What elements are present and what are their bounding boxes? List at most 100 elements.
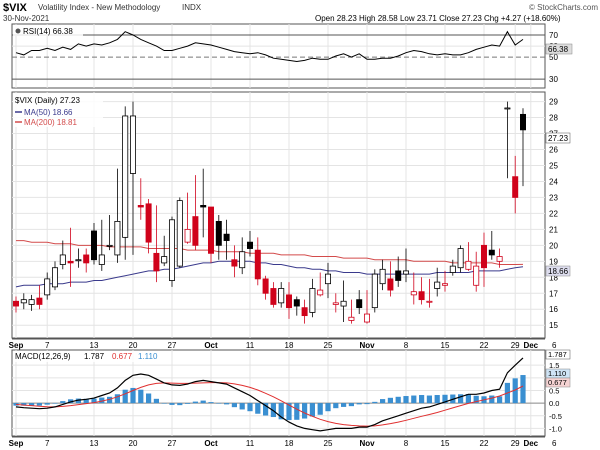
candle <box>83 248 90 273</box>
candle-body <box>67 260 74 264</box>
ohlc-readout: Open 28.23 High 28.58 Low 23.71 Close 27… <box>315 14 561 23</box>
candle <box>114 168 121 263</box>
histogram-bar <box>29 403 35 406</box>
x-tick-label: 18 <box>285 341 294 350</box>
x-tick-label: 11 <box>246 439 255 448</box>
candle <box>207 206 214 263</box>
rsi-tick-label: 70 <box>549 31 558 40</box>
candle <box>12 296 19 313</box>
candle <box>285 282 292 319</box>
candle <box>402 248 409 283</box>
x-tick-label: 8 <box>404 439 409 448</box>
candle-body <box>129 115 136 174</box>
price-tick-label: 22 <box>549 209 558 218</box>
histogram-bar <box>153 398 159 404</box>
histogram-bar <box>520 375 526 404</box>
x-tick-label: 6 <box>552 341 557 350</box>
candle <box>246 230 253 257</box>
candle <box>20 293 27 310</box>
x-tick-label: 15 <box>441 341 450 350</box>
histogram-bar <box>294 403 300 420</box>
macd-line <box>15 357 524 432</box>
rsi-tick-label: 30 <box>549 75 558 84</box>
histogram-bar <box>372 401 378 404</box>
macd-tick-label: -0.5 <box>549 412 562 421</box>
histogram-bar <box>185 403 191 404</box>
x-tick-label: 6 <box>552 439 557 448</box>
candle <box>168 216 175 287</box>
candle <box>293 296 300 316</box>
rsi-frame <box>11 23 546 89</box>
histogram-bar <box>216 403 222 404</box>
ma-last-value: 18.66 <box>548 267 569 276</box>
candle-body <box>59 254 66 265</box>
index-name: Volatility Index - New Methodology <box>38 3 160 12</box>
histogram-bar <box>200 400 206 404</box>
histogram-bar <box>473 395 479 404</box>
rsi-legend: RSI(14) 66.38 <box>23 27 73 36</box>
candle-body <box>488 249 495 256</box>
histogram-bar <box>130 387 136 404</box>
candle <box>480 232 487 287</box>
rsi-legend-bg <box>13 25 83 36</box>
candle <box>441 270 448 292</box>
signal-last-value-tag <box>545 377 571 388</box>
candle-body <box>122 115 129 238</box>
histogram-bar <box>239 403 245 410</box>
candle <box>262 275 269 300</box>
candle-body <box>98 254 105 265</box>
price-tick-label: 29 <box>549 98 558 107</box>
x-tick-label: 22 <box>480 341 489 350</box>
price-tick-label: 17 <box>549 289 558 298</box>
price-tick-label: 25 <box>549 161 558 170</box>
x-tick-label: 20 <box>129 341 138 350</box>
candle <box>309 278 316 318</box>
price-last-value-tag <box>545 132 571 144</box>
histogram-bar <box>333 403 339 409</box>
candle-body <box>395 270 402 281</box>
candle-body <box>371 273 378 309</box>
rsi-tick-label: 50 <box>549 53 558 62</box>
histogram-bar <box>36 403 42 406</box>
rsi-panel: 30506070 RSI(14) 66.38 66.38 <box>11 23 573 89</box>
candle-body <box>137 205 144 208</box>
candle-body <box>176 200 183 267</box>
candle <box>371 269 378 313</box>
macd-tick-label: 0.5 <box>549 386 559 395</box>
histogram-bar <box>419 395 425 404</box>
candle <box>153 205 160 283</box>
candle-body <box>363 313 370 323</box>
candle-body <box>246 241 253 249</box>
candle-body <box>293 299 300 307</box>
histogram-bar <box>83 398 89 404</box>
x-tick-label: 20 <box>129 439 138 448</box>
candle <box>239 237 246 275</box>
candle-body <box>192 216 199 246</box>
candle <box>44 272 51 300</box>
histogram-bar <box>177 403 183 406</box>
candle <box>270 282 277 308</box>
candle-body <box>278 288 285 304</box>
x-tick-label: Dec <box>523 341 538 350</box>
candle-body <box>44 278 51 296</box>
ma200-line <box>16 240 524 265</box>
candle-body <box>379 268 386 285</box>
candle <box>184 192 191 244</box>
candle-body <box>153 252 160 272</box>
macd-legend-bg <box>13 351 163 362</box>
candle-body <box>231 259 238 267</box>
histogram-bar <box>458 394 464 404</box>
macd-legend-value: 1.787 <box>84 352 105 361</box>
histogram-bar <box>434 395 440 404</box>
candle-body <box>262 278 269 294</box>
histogram-bar <box>442 394 448 404</box>
histogram-bar <box>75 398 81 404</box>
candle-body <box>207 206 214 254</box>
histogram-bar <box>44 403 50 405</box>
histogram-bar <box>512 378 518 404</box>
candle <box>122 106 129 260</box>
candle-body <box>75 259 82 262</box>
x-tick-label: Dec <box>523 439 538 448</box>
candle-body <box>340 300 347 307</box>
candle <box>75 248 82 268</box>
